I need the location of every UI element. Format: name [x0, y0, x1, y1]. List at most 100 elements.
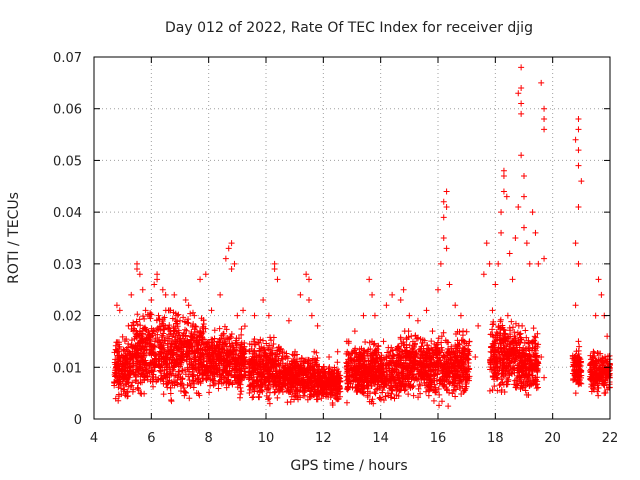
y-tick-label: 0.07	[53, 51, 82, 66]
data-point	[498, 367, 505, 374]
data-point	[532, 229, 539, 236]
data-point	[425, 392, 432, 399]
data-point	[434, 358, 441, 365]
data-point	[497, 318, 504, 325]
data-point	[119, 373, 126, 380]
data-point	[438, 398, 445, 405]
data-point	[424, 371, 431, 378]
data-point	[284, 369, 291, 376]
data-point	[277, 376, 284, 383]
data-point	[134, 266, 140, 273]
data-point	[499, 322, 506, 329]
data-point	[115, 366, 122, 373]
data-point	[250, 356, 257, 363]
data-point	[287, 384, 294, 391]
data-point	[488, 354, 495, 361]
data-point	[590, 371, 597, 378]
data-point	[461, 345, 468, 352]
x-tick-label: 4	[90, 431, 98, 446]
data-point	[457, 356, 464, 363]
data-point	[167, 328, 174, 335]
data-point	[271, 373, 278, 380]
data-point	[276, 350, 283, 357]
data-point	[413, 335, 420, 342]
y-tick-label: 0	[74, 413, 82, 428]
data-point	[271, 260, 278, 267]
data-point	[534, 359, 541, 366]
data-point	[322, 392, 329, 399]
data-point	[373, 386, 380, 393]
data-point	[604, 333, 611, 340]
data-point	[137, 379, 144, 386]
data-point	[600, 381, 607, 388]
data-point	[376, 354, 383, 361]
data-point	[133, 346, 140, 353]
data-point	[413, 364, 420, 371]
data-point	[233, 335, 240, 342]
data-point	[518, 85, 525, 92]
data-point	[168, 398, 175, 405]
data-point	[130, 319, 137, 326]
data-point	[358, 362, 365, 369]
data-point	[538, 353, 545, 360]
data-point	[314, 322, 321, 329]
data-point	[265, 312, 272, 319]
data-point	[291, 352, 298, 359]
data-point	[274, 276, 281, 283]
data-point	[174, 312, 181, 319]
data-point	[371, 359, 378, 366]
data-point	[494, 387, 501, 394]
data-point	[152, 374, 159, 381]
data-point	[408, 333, 415, 340]
data-point	[111, 349, 118, 356]
data-point	[225, 336, 232, 343]
data-point	[299, 387, 306, 394]
data-point	[352, 350, 359, 357]
data-point	[306, 297, 312, 304]
data-point	[218, 344, 225, 351]
data-point	[141, 366, 148, 373]
data-point	[298, 354, 305, 361]
data-point	[116, 374, 123, 381]
data-point	[591, 386, 598, 393]
data-point	[331, 392, 338, 399]
data-point	[353, 388, 360, 395]
data-point	[572, 302, 579, 309]
data-point	[135, 354, 142, 361]
data-point	[194, 347, 201, 354]
data-point	[137, 390, 144, 397]
data-point	[410, 353, 417, 360]
data-point	[130, 322, 137, 329]
data-point	[367, 364, 374, 371]
data-point	[216, 341, 223, 348]
data-point	[315, 379, 322, 386]
data-point	[130, 343, 137, 350]
data-point	[420, 349, 427, 356]
data-point	[112, 342, 119, 349]
data-point	[264, 384, 271, 391]
data-point	[183, 356, 190, 363]
data-point	[311, 370, 318, 377]
data-point	[179, 332, 186, 339]
data-point	[446, 281, 453, 288]
data-point	[182, 297, 189, 304]
data-point	[229, 380, 236, 387]
data-point	[511, 350, 518, 357]
data-point	[417, 354, 424, 361]
data-point	[396, 362, 403, 369]
data-point	[329, 366, 336, 373]
data-point	[186, 355, 193, 362]
data-point	[238, 367, 245, 374]
data-point	[410, 392, 417, 399]
data-point	[529, 372, 536, 379]
data-point	[541, 105, 548, 112]
data-point	[457, 364, 464, 371]
data-point	[139, 327, 146, 334]
data-point	[313, 349, 320, 356]
data-point	[407, 368, 414, 375]
data-point	[175, 368, 182, 375]
data-point	[423, 356, 430, 363]
data-point	[577, 358, 584, 365]
data-point	[331, 386, 338, 393]
data-point	[371, 340, 378, 347]
